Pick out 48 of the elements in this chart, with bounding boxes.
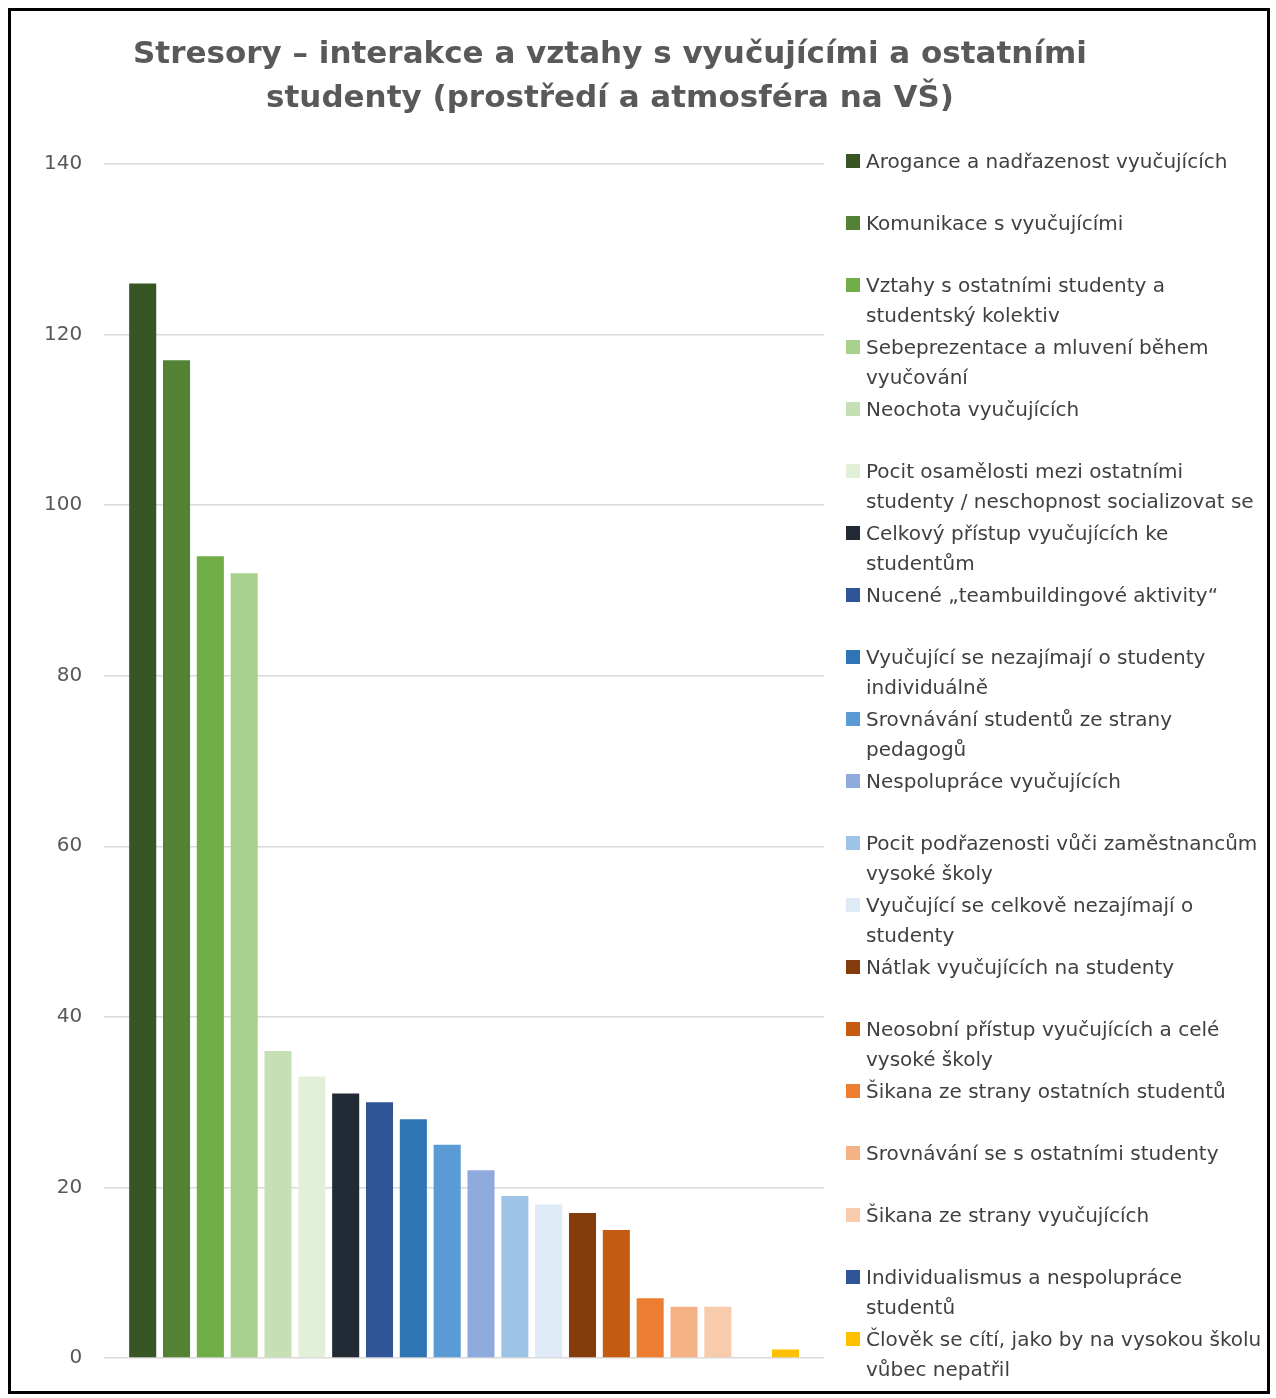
bar [230, 573, 258, 1358]
bar [568, 1213, 597, 1358]
bar [196, 556, 224, 1358]
y-tick-label: 120 [43, 320, 83, 345]
bar [636, 1298, 664, 1358]
bar [771, 1349, 800, 1358]
bar [365, 1102, 394, 1358]
bar [704, 1306, 732, 1358]
y-tick-label: 0 [69, 1344, 83, 1369]
y-tick-label: 140 [43, 150, 83, 175]
bar [670, 1306, 698, 1358]
bar [298, 1076, 326, 1358]
y-tick-label: 40 [56, 1003, 83, 1028]
legend-label: Vyučující se nezajímají o studenty individuálně [866, 644, 1207, 701]
legend-label: Člověk se cítí, jako by na vysokou školu vůbec nepatřil [866, 1326, 1263, 1383]
bar [535, 1204, 563, 1358]
legend-label: Nátlak vyučujících na studenty [866, 954, 1175, 981]
legend-label: Šikana ze strany vyučujících [866, 1202, 1150, 1229]
legend-label: Sebeprezentace a mluvení během vyučování [866, 334, 1210, 391]
bar [264, 1050, 292, 1358]
chart-title: Stresory – interakce a vztahy s vyučujícími a ostatními studenty (prostředí a atmosféra na VŠ) [132, 33, 1088, 116]
bar [501, 1195, 529, 1358]
legend-label: Arogance a nadřazenost vyučujících [866, 148, 1228, 175]
bar [602, 1230, 630, 1358]
legend-label: Šikana ze strany ostatních studentů [866, 1078, 1226, 1105]
bar [129, 283, 157, 1358]
legend-label: Srovnávání se s ostatními studenty [866, 1140, 1219, 1167]
legend-label: Nespolupráce vyučujících [866, 768, 1122, 795]
legend-label: Pocit podřazenosti vůči zaměstnancům vysoké školy [866, 830, 1259, 887]
legend-label: Vyučující se celkově nezajímají o studenty [866, 892, 1195, 949]
legend-label: Individualismus a nespolupráce studentů [866, 1264, 1183, 1321]
legend-label: Neosobní přístup vyučujících a celé vysoké školy [866, 1016, 1221, 1073]
legend-label: Komunikace s vyučujícími [866, 210, 1124, 237]
legend-label: Nucené „teambuildingové aktivity“ [866, 582, 1219, 609]
bar [433, 1144, 461, 1358]
bar [162, 360, 191, 1358]
legend-label: Celkový přístup vyučujících ke studentům [866, 520, 1170, 577]
y-tick-label: 20 [56, 1173, 83, 1198]
legend-label: Neochota vyučujících [866, 396, 1080, 423]
legend-label: Srovnávání studentů ze strany pedagogů [866, 706, 1174, 763]
legend-label: Vztahy s ostatními studenty a studentský kolektiv [866, 272, 1167, 329]
bar [467, 1170, 495, 1358]
bar [399, 1119, 427, 1358]
bar [332, 1093, 360, 1358]
legend-label: Pocit osamělosti mezi ostatními studenty / neschopnost socializovat se [866, 458, 1255, 515]
y-tick-label: 80 [56, 661, 83, 686]
y-tick-label: 100 [43, 491, 83, 516]
y-tick-label: 60 [56, 832, 83, 857]
